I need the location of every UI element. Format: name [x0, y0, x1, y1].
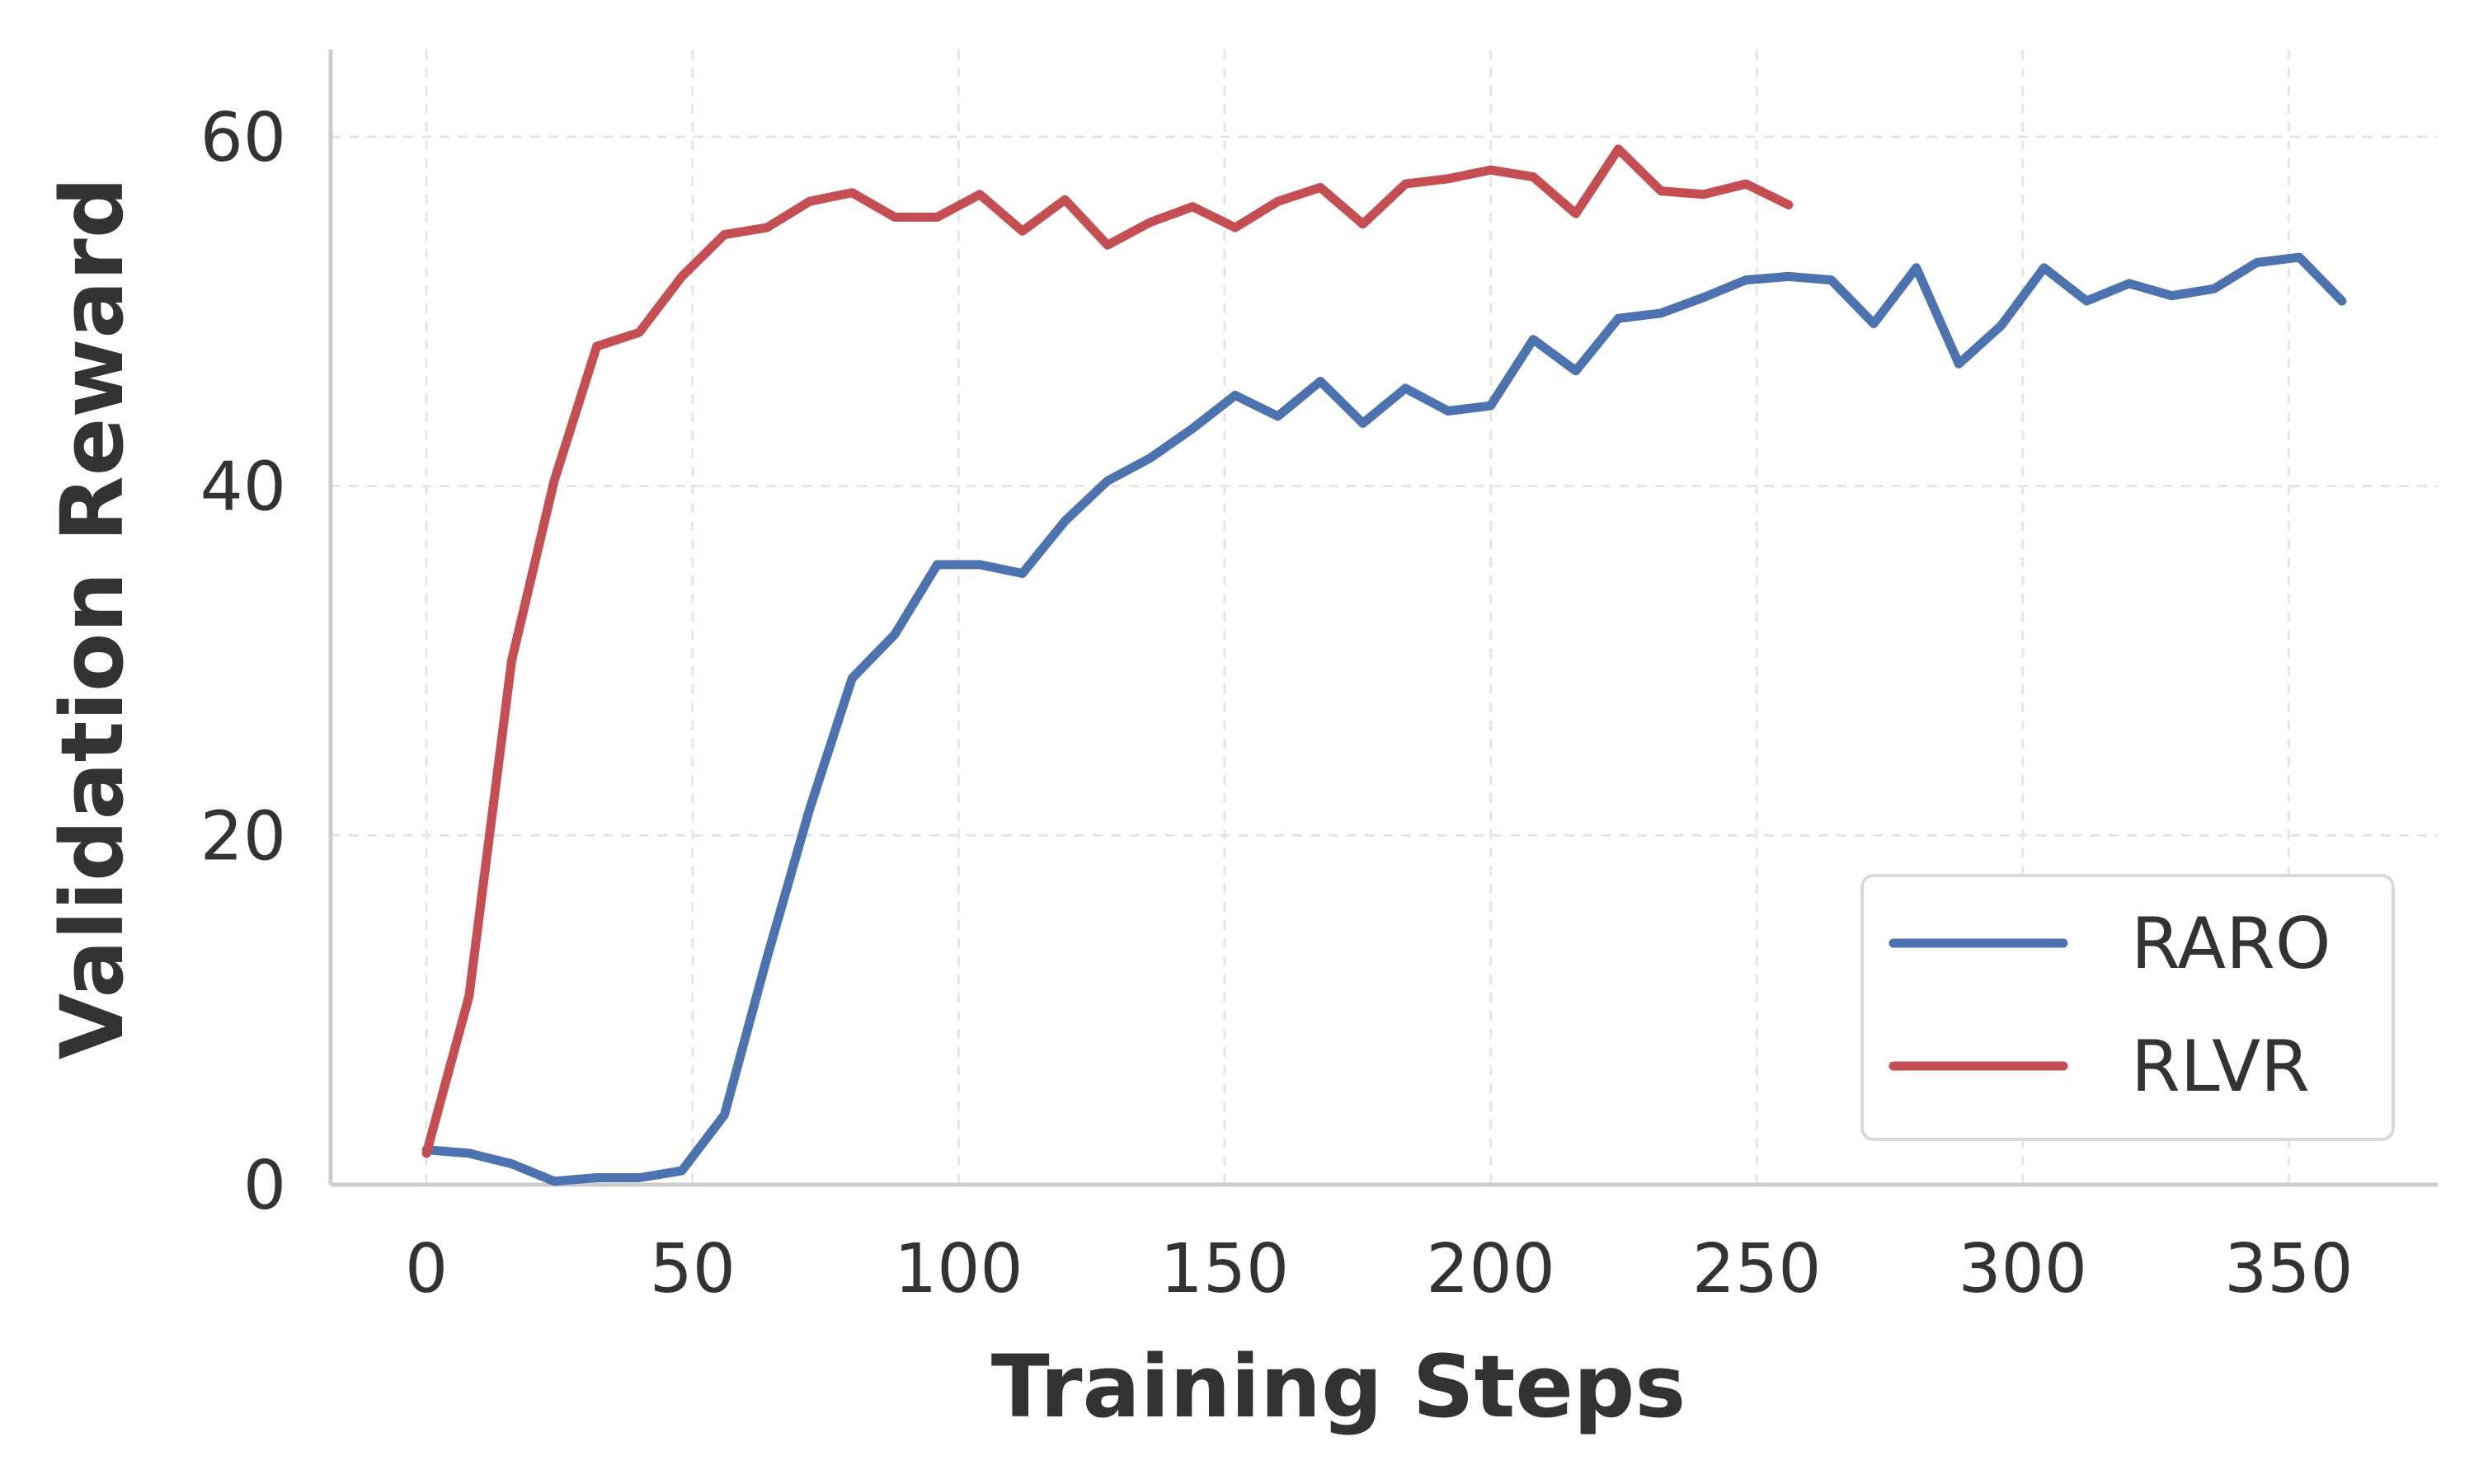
y-axis-title: Validation Reward [42, 177, 143, 1060]
series-line-raro [421, 252, 2347, 1186]
x-tick-label-300: 300 [1958, 1230, 2087, 1308]
grid [331, 49, 2438, 1185]
legend: RARO RLVR [1860, 874, 2395, 1141]
y-tick-label-20: 20 [200, 797, 286, 876]
series-lines [421, 144, 2347, 1186]
y-tick-label-0: 0 [243, 1147, 286, 1225]
x-tick-label-200: 200 [1426, 1230, 1555, 1308]
y-tick-label-40: 40 [200, 448, 286, 527]
y-tick-labels: 0 20 40 60 [200, 99, 286, 1225]
x-tick-label-100: 100 [894, 1230, 1023, 1308]
legend-label-raro: RARO [2131, 903, 2331, 985]
x-tick-label-250: 250 [1692, 1230, 1822, 1308]
x-tick-labels: 0 50 100 150 200 250 300 350 [405, 1230, 2354, 1308]
axes-spines [328, 49, 2438, 1187]
x-tick-label-50: 50 [650, 1230, 736, 1308]
series-line-rlvr [421, 144, 1794, 1158]
legend-label-rlvr: RLVR [2131, 1026, 2310, 1108]
x-tick-label-350: 350 [2224, 1230, 2354, 1308]
x-tick-label-150: 150 [1160, 1230, 1290, 1308]
y-tick-label-60: 60 [200, 99, 286, 177]
x-axis-title: Training Steps [991, 1336, 1686, 1437]
x-tick-label-0: 0 [405, 1230, 448, 1308]
